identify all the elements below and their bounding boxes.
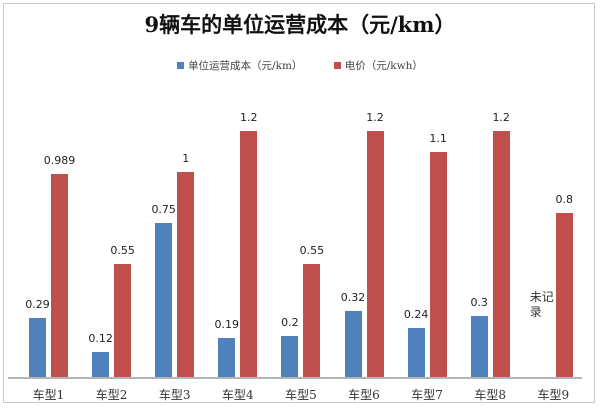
legend-label-cost: 单位运营成本（元/km） bbox=[188, 60, 303, 72]
legend-swatch-blue bbox=[177, 61, 185, 69]
data-label: 0.19 bbox=[214, 318, 240, 332]
data-label: 1.1 bbox=[429, 131, 447, 145]
legend-label-price: 电价（元/kwh） bbox=[344, 60, 423, 72]
legend-item-price: 电价（元/kwh） bbox=[333, 58, 423, 73]
data-label: 1.2 bbox=[492, 111, 510, 124]
bar-cost bbox=[407, 327, 425, 377]
bar-cost bbox=[344, 311, 362, 377]
legend-item-cost: 单位运营成本（元/km） bbox=[177, 58, 302, 73]
data-label: 0.32 bbox=[340, 291, 366, 305]
bar-price bbox=[492, 131, 510, 377]
bar-cost bbox=[218, 338, 236, 377]
category-label: 车型1 bbox=[32, 388, 65, 402]
bar-price bbox=[51, 174, 68, 377]
bar-price bbox=[240, 131, 258, 377]
category-label: 车型5 bbox=[285, 388, 317, 402]
data-label: 1.2 bbox=[366, 111, 384, 124]
category-label: 车型3 bbox=[158, 388, 191, 402]
data-label: 0.8 bbox=[555, 193, 574, 206]
legend: 单位运营成本（元/km） 电价（元/kwh） bbox=[0, 58, 600, 73]
bar-cost bbox=[281, 336, 299, 377]
category-label: 车型6 bbox=[348, 388, 380, 402]
data-label: 0.3 bbox=[470, 295, 488, 309]
data-label: 0.55 bbox=[110, 244, 135, 258]
bar-cost bbox=[155, 223, 173, 377]
bar-cost bbox=[29, 317, 46, 377]
legend-swatch-red bbox=[333, 61, 341, 69]
bar-price bbox=[177, 172, 195, 377]
chart-title: 9辆车的单位运营成本（元/km） bbox=[144, 12, 456, 37]
data-label: 0.55 bbox=[299, 244, 325, 258]
category-label: 车型7 bbox=[411, 388, 443, 402]
bar-price bbox=[429, 151, 447, 377]
category-label: 车型8 bbox=[474, 388, 506, 402]
category-label: 车型9 bbox=[537, 388, 570, 402]
bar-price bbox=[555, 213, 573, 377]
bar-price bbox=[366, 131, 384, 377]
data-label: 0.24 bbox=[403, 307, 429, 321]
data-label: 0.989 bbox=[43, 154, 76, 168]
data-label: 1 bbox=[182, 152, 190, 165]
annotation-not-recorded: 未记录 bbox=[529, 290, 554, 319]
data-label: 1.2 bbox=[240, 111, 258, 124]
data-label: 0.29 bbox=[25, 297, 50, 311]
data-label: 0.2 bbox=[281, 316, 299, 329]
category-label: 车型4 bbox=[221, 388, 254, 402]
bar-price bbox=[114, 264, 132, 377]
bar-price bbox=[303, 264, 321, 377]
x-axis bbox=[8, 377, 582, 379]
data-label: 0.75 bbox=[151, 203, 176, 217]
data-label: 0.12 bbox=[88, 332, 113, 346]
category-label: 车型2 bbox=[95, 388, 128, 402]
bar-cost bbox=[92, 352, 110, 377]
bar-cost bbox=[470, 315, 488, 377]
